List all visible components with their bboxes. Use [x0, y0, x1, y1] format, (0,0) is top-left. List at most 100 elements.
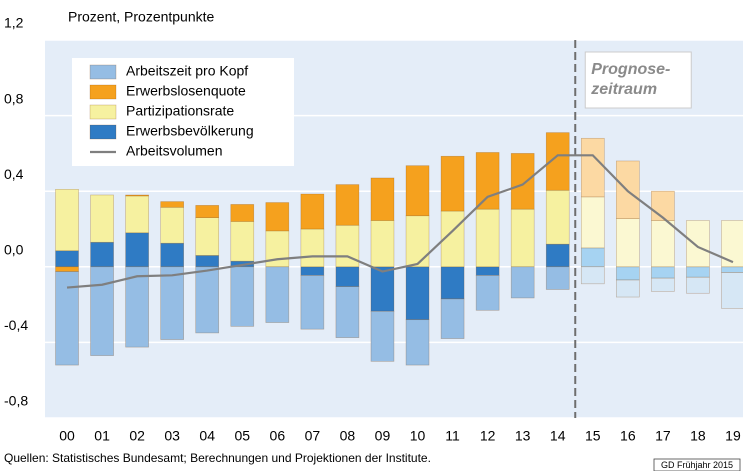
x-tick-label: 02 [129, 428, 145, 444]
bar-segment [616, 279, 640, 298]
bar-segment [370, 310, 395, 362]
bar-segment [580, 247, 605, 268]
bar-segment [651, 220, 675, 268]
bar-segment [475, 208, 500, 268]
x-tick-label: 15 [585, 428, 601, 444]
bar-segment [545, 132, 570, 191]
bar-segment [580, 196, 605, 249]
bar-segment [721, 266, 743, 273]
y-tick-label: 1,2 [4, 15, 24, 31]
x-tick-label: 11 [445, 428, 460, 444]
bar-segment [195, 266, 220, 334]
x-tick-label: 07 [305, 428, 321, 444]
bar-segment [55, 266, 79, 272]
x-tick-label: 09 [375, 428, 391, 444]
x-tick-label: 03 [164, 428, 180, 444]
bar-segment [651, 277, 675, 292]
x-tick-label: 12 [480, 428, 496, 444]
x-tick-label: 14 [550, 428, 566, 444]
legend-swatch [89, 84, 117, 100]
x-tick-label: 17 [655, 428, 671, 444]
bar-segment [616, 218, 640, 268]
bar-segment [55, 250, 79, 268]
bar-segment [686, 220, 710, 268]
bar-segment [510, 153, 535, 210]
bar-segment [440, 266, 465, 300]
annotation: zeitraum [590, 81, 657, 98]
bar-segment [300, 266, 325, 276]
bar-segment [230, 204, 255, 222]
bar-segment [90, 241, 114, 268]
bar-segment [195, 205, 220, 218]
x-tick-label: 19 [725, 428, 741, 444]
bar-segment [195, 255, 220, 268]
bar-segment [230, 221, 255, 262]
bar-segment [545, 243, 570, 268]
y-tick-label: -0,4 [4, 317, 28, 333]
x-tick-label: 00 [59, 428, 75, 444]
bar-segment [721, 272, 743, 309]
legend-label: Arbeitsvolumen [126, 143, 223, 159]
bar-segment [440, 298, 465, 339]
legend-swatch [89, 64, 117, 80]
bar-segment [405, 319, 430, 366]
bar-segment [405, 215, 430, 268]
bar-segment [55, 189, 79, 252]
bar-segment [651, 190, 675, 221]
bar-segment [580, 266, 605, 285]
bar-segment [721, 220, 743, 268]
bar-segment [475, 266, 500, 276]
source: Quellen: Statistisches Bundesamt; Berech… [4, 451, 431, 465]
annotation-box [584, 51, 692, 109]
legend-label: Partizipationsrate [126, 103, 234, 119]
x-tick-label: 16 [620, 428, 636, 444]
bar-segment [580, 137, 605, 198]
bar-segment [545, 189, 570, 245]
line [66, 154, 734, 289]
y-tick-label: 0,8 [4, 90, 24, 106]
x-tick-label: 13 [515, 428, 531, 444]
bar-segment [125, 194, 149, 197]
bar-segment [510, 266, 535, 299]
bar-segment [335, 184, 360, 226]
bar-segment [300, 228, 325, 268]
bar-segment [300, 193, 325, 230]
bar-segment [55, 271, 79, 366]
bar-segment [686, 276, 710, 294]
bar-segment [370, 266, 395, 312]
bar-segment [160, 201, 184, 208]
bar-segment [230, 266, 255, 327]
subtitle: Prozent, Prozentpunkte [68, 9, 215, 25]
bar-segment [335, 286, 360, 338]
bar-segment [125, 232, 149, 268]
y-tick-label: 0,0 [4, 242, 24, 258]
x-tick-label: 06 [270, 428, 286, 444]
bar-segment [475, 152, 500, 210]
bar-segment [651, 266, 675, 279]
bar-segment [90, 194, 114, 243]
x-tick-label: 05 [234, 428, 250, 444]
credit-box [653, 458, 741, 471]
bar-segment [90, 266, 114, 356]
bar-segment [160, 266, 184, 340]
bar-segment [335, 266, 360, 287]
annotation: Prognose- [591, 61, 670, 78]
credit: GD Frühjahr 2015 [661, 460, 733, 470]
bar-segment [195, 217, 220, 256]
y-tick-label: -0,8 [4, 393, 28, 409]
bar-segment [160, 206, 184, 244]
legend-swatch [89, 104, 117, 120]
bar-segment [510, 208, 535, 268]
legend-label: Arbeitszeit pro Kopf [126, 63, 248, 79]
x-tick-label: 10 [410, 428, 426, 444]
bar-segment [405, 165, 430, 217]
bar-segment [545, 266, 570, 290]
x-tick-label: 18 [690, 428, 706, 444]
bar-segment [160, 242, 184, 268]
bar-segment [686, 266, 710, 278]
bar-segment [440, 155, 465, 212]
bar-segment [616, 266, 640, 281]
bar-segment [300, 275, 325, 330]
x-tick-label: 08 [340, 428, 356, 444]
